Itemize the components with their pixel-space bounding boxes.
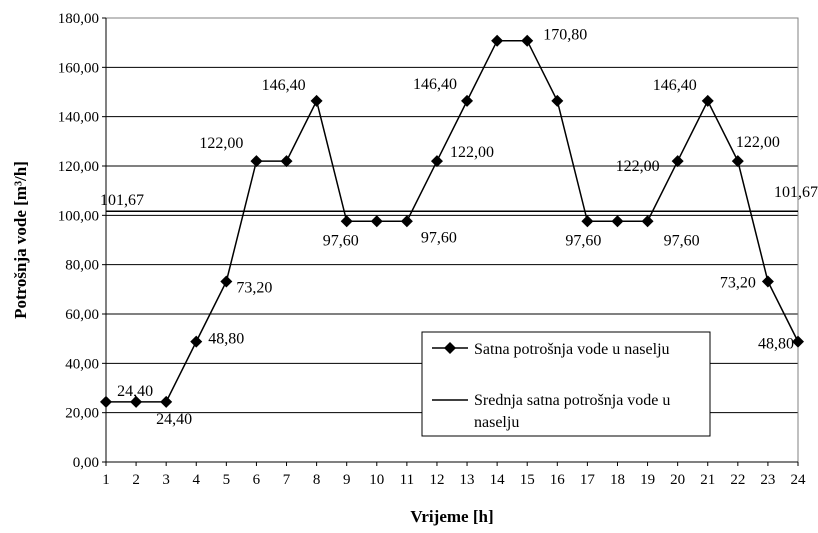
data-point-marker (280, 155, 293, 168)
x-tick-label: 13 (460, 472, 475, 488)
x-tick-label: 11 (400, 472, 414, 488)
x-tick-label: 23 (760, 472, 775, 488)
data-point-marker (220, 275, 233, 288)
y-axis-ticks: 0,00 20,00 40,00 60,00 80,00 100,00 120,00 140,… (58, 11, 107, 471)
data-point-marker (731, 155, 744, 168)
x-tick-label: 15 (520, 472, 535, 488)
x-tick-label: 1 (102, 472, 110, 488)
data-point-marker (130, 395, 143, 408)
data-point-marker (701, 94, 714, 107)
data-label: 101,67 (774, 184, 818, 201)
legend: Satna potrošnja vode u naselju Srednja s… (421, 331, 711, 437)
y-tick-label: 40,00 (65, 356, 99, 372)
legend-label-mean-line1: Srednja satna potrošnja vode u (474, 392, 670, 409)
x-tick-label: 4 (193, 472, 201, 488)
data-label: 122,00 (450, 144, 494, 161)
x-tick-label: 24 (791, 472, 807, 488)
data-point-marker (671, 155, 684, 168)
y-tick-label: 180,00 (58, 11, 99, 27)
data-label: 122,00 (616, 158, 660, 175)
data-label: 97,60 (664, 232, 700, 249)
data-point-marker (100, 395, 112, 408)
data-point-marker (160, 395, 173, 408)
legend-label-mean: Srednja satna potrošnja vode u naselju (474, 392, 674, 431)
data-label: 97,60 (565, 232, 601, 249)
data-point-marker (461, 94, 474, 107)
data-label: 73,20 (720, 274, 756, 291)
data-point-marker (400, 215, 413, 228)
x-tick-label: 6 (253, 472, 261, 488)
hourly-series-line (106, 39, 799, 403)
x-tick-label: 17 (580, 472, 596, 488)
y-tick-label: 120,00 (58, 159, 99, 175)
y-tick-label: 60,00 (65, 307, 99, 323)
x-axis-title: Vrijeme [h] (410, 507, 493, 526)
data-point-marker (551, 94, 564, 107)
x-tick-label: 9 (343, 472, 351, 488)
y-tick-label: 160,00 (58, 60, 99, 76)
x-tick-label: 2 (132, 472, 140, 488)
data-label: 97,60 (323, 232, 359, 249)
data-point-marker (370, 215, 383, 228)
data-label: 146,40 (413, 76, 457, 93)
y-tick-label: 20,00 (65, 406, 99, 422)
legend-box (421, 331, 711, 437)
data-point-marker (792, 335, 804, 348)
gridlines (106, 66, 798, 414)
x-tick-label: 3 (162, 472, 170, 488)
y-axis-title-text: Potrošnja vode [m³/h] (11, 161, 30, 319)
series-hourly-line (100, 34, 804, 408)
x-axis-ticks: 1 2 3 4 5 6 7 8 9 10 11 12 13 14 15 16 17 18 19 20 21 22 23 24 (102, 461, 807, 488)
x-tick-label: 7 (283, 472, 291, 488)
data-label: 97,60 (421, 229, 457, 246)
x-tick-label: 8 (313, 472, 321, 488)
data-label: 146,40 (262, 77, 306, 94)
x-tick-label: 19 (640, 472, 655, 488)
y-axis-title: Potrošnja vode [m³/h] (11, 161, 30, 319)
data-label: 122,00 (199, 135, 243, 152)
data-point-marker (491, 34, 504, 47)
data-point-marker (250, 155, 263, 168)
data-point-marker (190, 335, 203, 348)
data-point-marker (310, 94, 323, 107)
data-point-marker (430, 155, 443, 168)
legend-label-mean-line2: naselju (474, 414, 519, 431)
x-tick-label: 20 (670, 472, 685, 488)
data-point-marker (340, 215, 353, 228)
x-tick-label: 12 (429, 472, 444, 488)
y-tick-label: 140,00 (58, 110, 99, 126)
data-label: 73,20 (236, 279, 272, 296)
data-label: 122,00 (736, 134, 780, 151)
data-label: 48,80 (758, 336, 794, 353)
x-tick-label: 16 (550, 472, 566, 488)
data-label: 170,80 (543, 27, 587, 44)
x-tick-label: 14 (490, 472, 506, 488)
legend-label-hourly: Satna potrošnja vode u naselju (474, 341, 670, 358)
y-tick-label: 80,00 (65, 258, 99, 274)
data-label: 101,67 (100, 192, 144, 209)
y-tick-label: 100,00 (58, 208, 99, 224)
x-tick-label: 10 (369, 472, 384, 488)
data-point-marker (521, 34, 534, 47)
data-point-marker (641, 215, 654, 228)
data-point-marker (581, 215, 594, 228)
data-label: 24,40 (117, 383, 153, 400)
legend-marker-diamond-icon (444, 342, 456, 354)
x-tick-label: 21 (700, 472, 715, 488)
x-tick-label: 5 (223, 472, 231, 488)
x-tick-label: 18 (610, 472, 625, 488)
data-point-marker (761, 275, 774, 288)
x-tick-label: 22 (730, 472, 745, 488)
y-tick-label: 0,00 (73, 455, 99, 471)
data-label: 24,40 (156, 411, 192, 428)
data-point-marker (611, 215, 624, 228)
data-label: 48,80 (208, 331, 244, 348)
data-label: 146,40 (653, 77, 697, 94)
